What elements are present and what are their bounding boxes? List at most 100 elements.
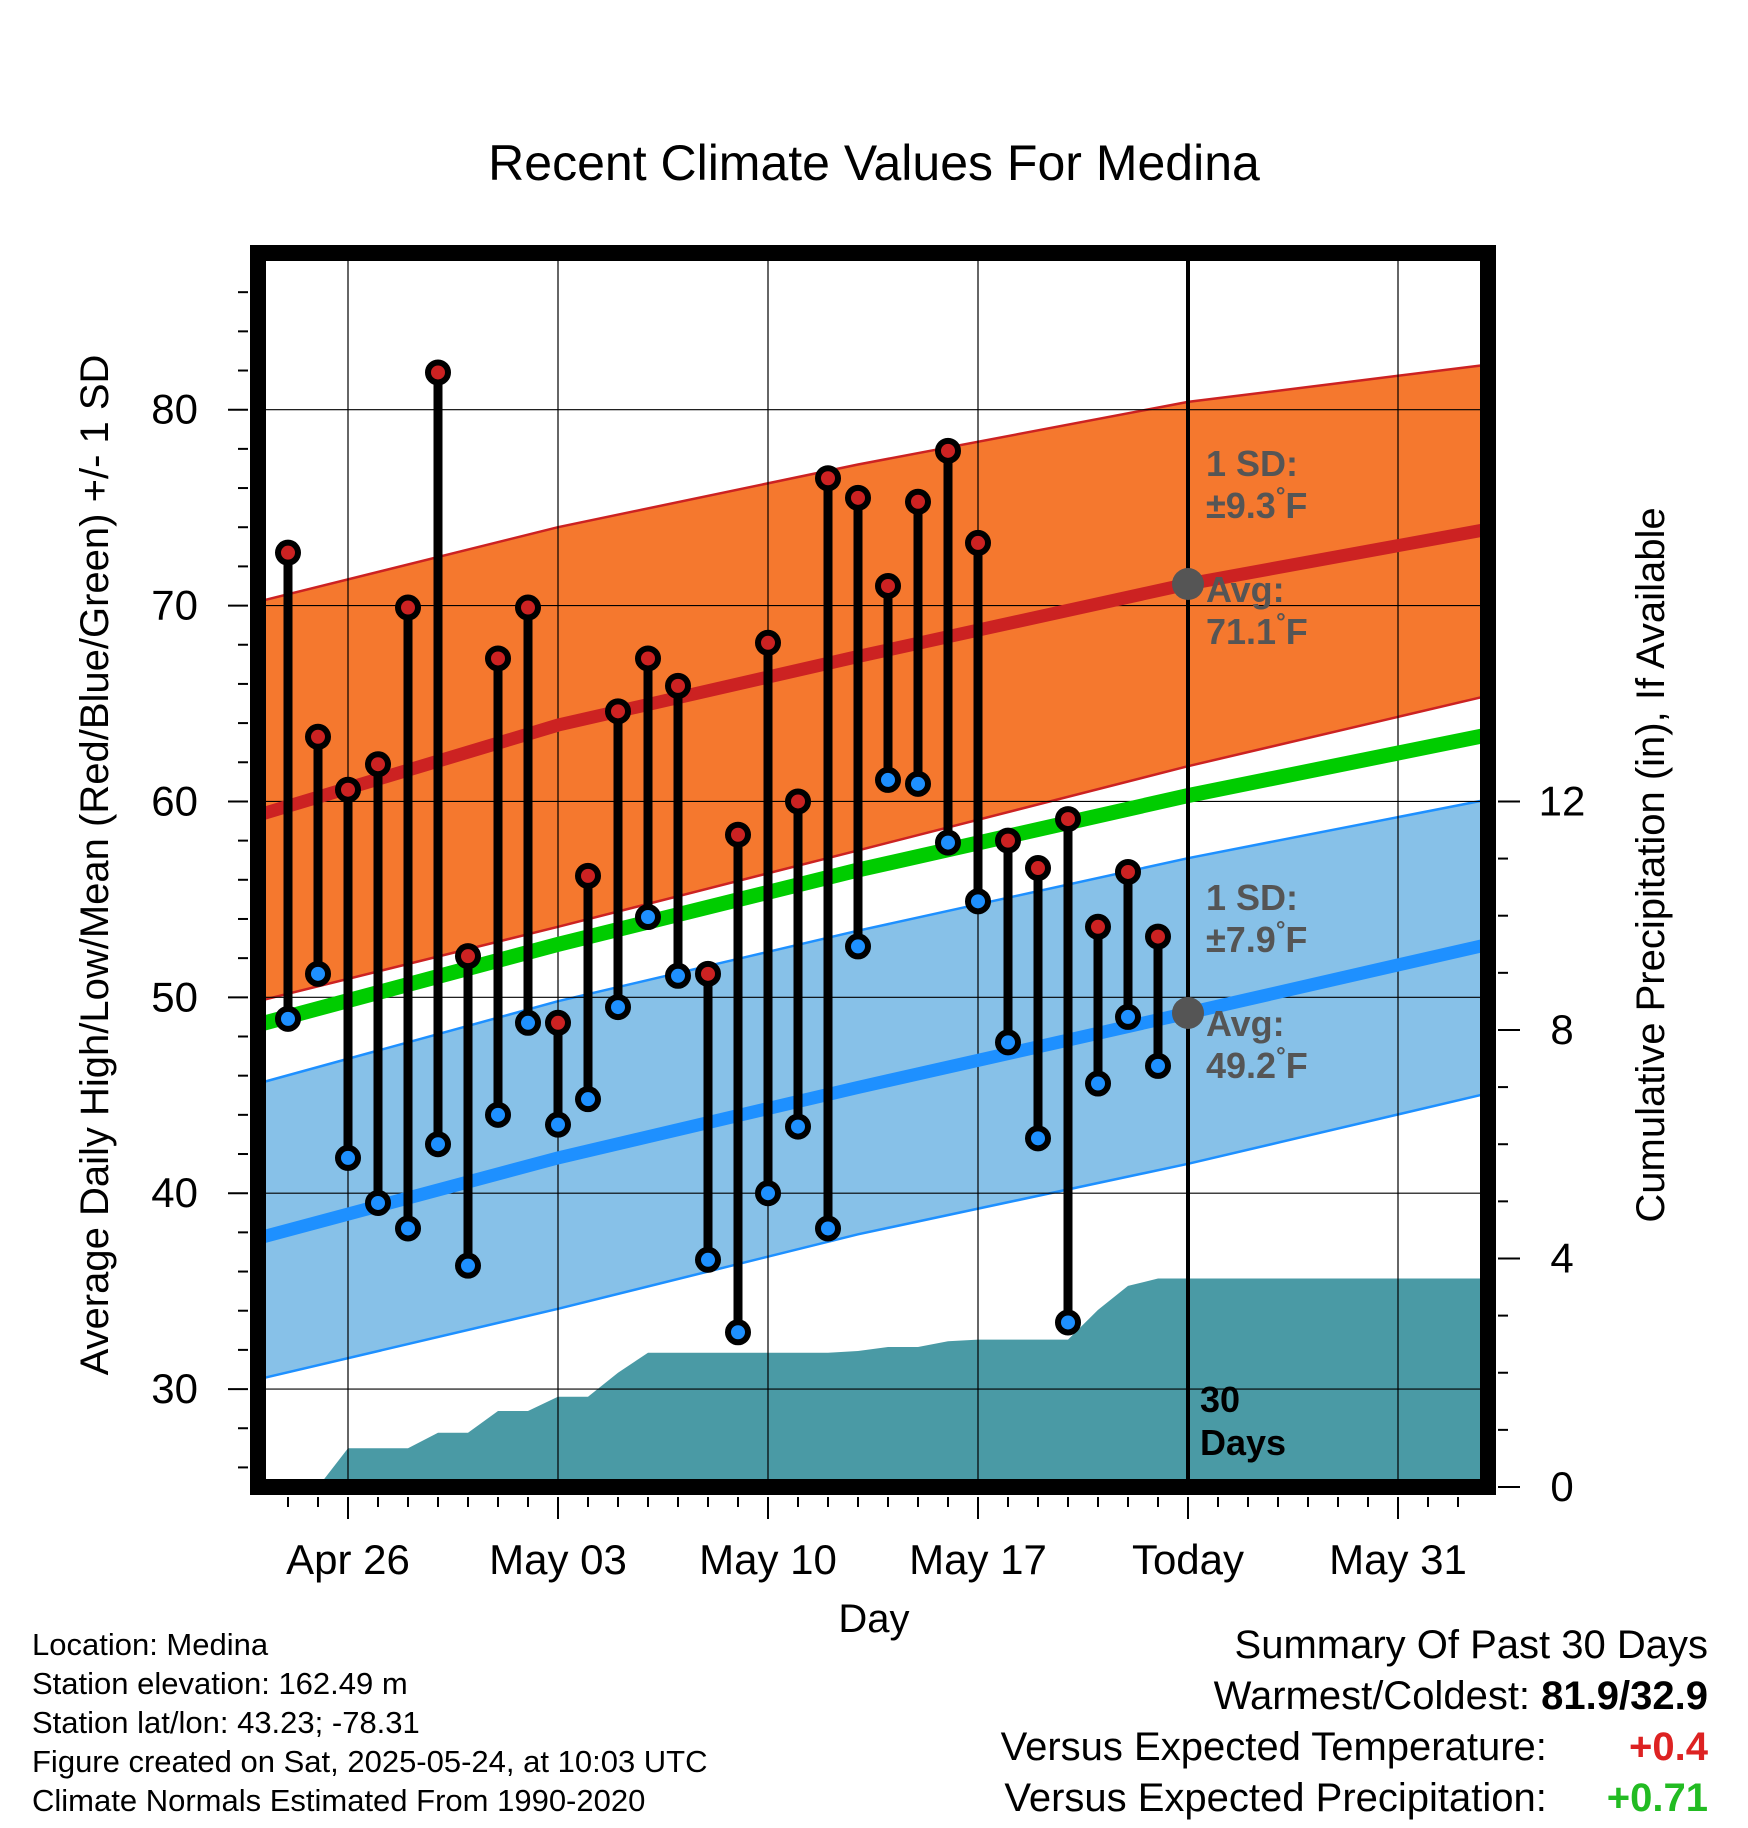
daily-high-marker [935, 437, 961, 464]
daily-high-marker [1085, 913, 1111, 940]
x-axis-label: Day [838, 1597, 909, 1641]
daily-high-marker [1055, 806, 1081, 833]
high-annotation-avg-value: 71.1°F [1206, 609, 1308, 652]
daily-low-marker [1025, 1125, 1051, 1152]
location-text: Location: Medina [32, 1627, 269, 1662]
summary-panel: Summary Of Past 30 Days Warmest/Coldest:… [1001, 1620, 1708, 1824]
y2-tick-label: 0 [1550, 1463, 1573, 1510]
daily-high-marker [455, 943, 481, 970]
daily-low-marker [875, 766, 901, 793]
normal-low-line [256, 938, 1490, 1245]
daily-high-marker [425, 359, 451, 386]
y2-tick-label: 12 [1539, 777, 1586, 824]
daily-low-marker [995, 1029, 1021, 1056]
daily-high-marker [905, 488, 931, 515]
daily-low-marker [965, 888, 991, 915]
y2-tick-label: 4 [1550, 1234, 1573, 1281]
precip-anomaly-value: +0.71 [1606, 1776, 1708, 1820]
y-tick-label: 50 [151, 973, 198, 1020]
low-annotation-sd-value: ±7.9°F [1206, 917, 1307, 960]
daily-low-marker [1145, 1052, 1171, 1079]
daily-low-marker [575, 1086, 601, 1113]
daily-high-marker [725, 821, 751, 848]
daily-low-marker [845, 933, 871, 960]
summary-precip-row: Versus Expected Precipitation: +0.71 [1001, 1773, 1708, 1824]
chart-title: Recent Climate Values For Medina [488, 135, 1260, 191]
daily-high-marker [515, 594, 541, 621]
daily-low-marker [545, 1111, 571, 1138]
daily-high-marker [1115, 858, 1141, 885]
daily-high-marker [275, 539, 301, 566]
daily-high-marker [335, 776, 361, 803]
y-tick-label: 70 [151, 582, 198, 629]
daily-high-marker [395, 594, 421, 621]
daily-high-marker [575, 862, 601, 889]
x-tick-label: May 03 [489, 1536, 627, 1583]
days-count-label: 30 [1200, 1379, 1240, 1420]
x-tick-label: May 17 [909, 1536, 1047, 1583]
precip-anomaly-label: Versus Expected Precipitation: [1004, 1776, 1547, 1820]
today-low-avg-marker [1172, 996, 1204, 1029]
daily-high-marker [695, 960, 721, 987]
daily-low-marker [935, 829, 961, 856]
daily-high-marker [305, 723, 331, 750]
high-annotation-sd-value: ±9.3°F [1206, 483, 1307, 526]
station-info: Location: Medina Station elevation: 162.… [32, 1625, 708, 1820]
y-tick-label: 60 [151, 777, 198, 824]
y2-tick-label: 8 [1550, 1006, 1573, 1053]
plot-frame [250, 245, 1496, 1495]
x-tick-label: Apr 26 [286, 1536, 410, 1583]
daily-high-marker [365, 751, 391, 778]
high-sd-band [258, 364, 1488, 1002]
daily-low-marker [755, 1180, 781, 1207]
high-annotation-avg-label: Avg: [1206, 569, 1285, 610]
daily-low-marker [515, 1009, 541, 1036]
high-annotation-sd-label: 1 SD: [1206, 443, 1298, 484]
daily-low-marker [1115, 1003, 1141, 1030]
daily-low-marker [455, 1252, 481, 1279]
daily-low-marker [815, 1215, 841, 1242]
daily-low-marker [605, 994, 631, 1021]
daily-high-marker [995, 827, 1021, 854]
daily-high-marker [1145, 923, 1171, 950]
x-tick-label: May 10 [699, 1536, 837, 1583]
daily-low-marker [485, 1101, 511, 1128]
low-annotation-avg-value: 49.2°F [1206, 1043, 1308, 1086]
daily-low-marker [425, 1131, 451, 1158]
daily-low-marker [305, 960, 331, 987]
daily-high-marker [785, 788, 811, 815]
daily-high-marker [545, 1009, 571, 1036]
summary-warmest-row: Warmest/Coldest: 81.9/32.9 [1001, 1671, 1708, 1722]
normals-text: Climate Normals Estimated From 1990-2020 [32, 1783, 646, 1818]
y2-axis-label: Cumulative Precipitation (in), If Availa… [1629, 507, 1673, 1222]
daily-high-marker [815, 465, 841, 492]
low-sd-lower-edge [257, 1092, 1489, 1381]
daily-low-marker [665, 962, 691, 989]
daily-high-marker [1025, 855, 1051, 882]
temp-anomaly-value: +0.4 [1629, 1725, 1708, 1769]
temp-anomaly-label: Versus Expected Temperature: [1000, 1725, 1547, 1769]
daily-low-marker [395, 1215, 421, 1242]
daily-low-marker [1055, 1309, 1081, 1336]
summary-title: Summary Of Past 30 Days [1234, 1623, 1708, 1667]
warmest-value: 81.9/32.9 [1541, 1674, 1708, 1718]
x-tick-label: May 31 [1329, 1536, 1467, 1583]
created-text: Figure created on Sat, 2025-05-24, at 10… [32, 1744, 708, 1779]
summary-temp-row: Versus Expected Temperature: +0.4 [1001, 1722, 1708, 1773]
days-unit-label: Days [1200, 1422, 1286, 1463]
daily-low-marker [905, 770, 931, 797]
y-axis-label: Average Daily High/Low/Mean (Red/Blue/Gr… [73, 355, 117, 1376]
today-high-avg-marker [1172, 568, 1204, 601]
daily-low-marker [695, 1246, 721, 1273]
daily-high-marker [875, 572, 901, 599]
y-tick-label: 40 [151, 1169, 198, 1216]
daily-high-marker [635, 645, 661, 672]
elevation-text: Station elevation: 162.49 m [32, 1666, 408, 1701]
low-annotation-avg-label: Avg: [1206, 1003, 1285, 1044]
high-sd-upper-edge [257, 363, 1489, 603]
daily-low-marker [335, 1144, 361, 1171]
daily-high-marker [605, 698, 631, 725]
x-tick-label: Today [1132, 1536, 1244, 1583]
low-annotation-sd-label: 1 SD: [1206, 877, 1298, 918]
